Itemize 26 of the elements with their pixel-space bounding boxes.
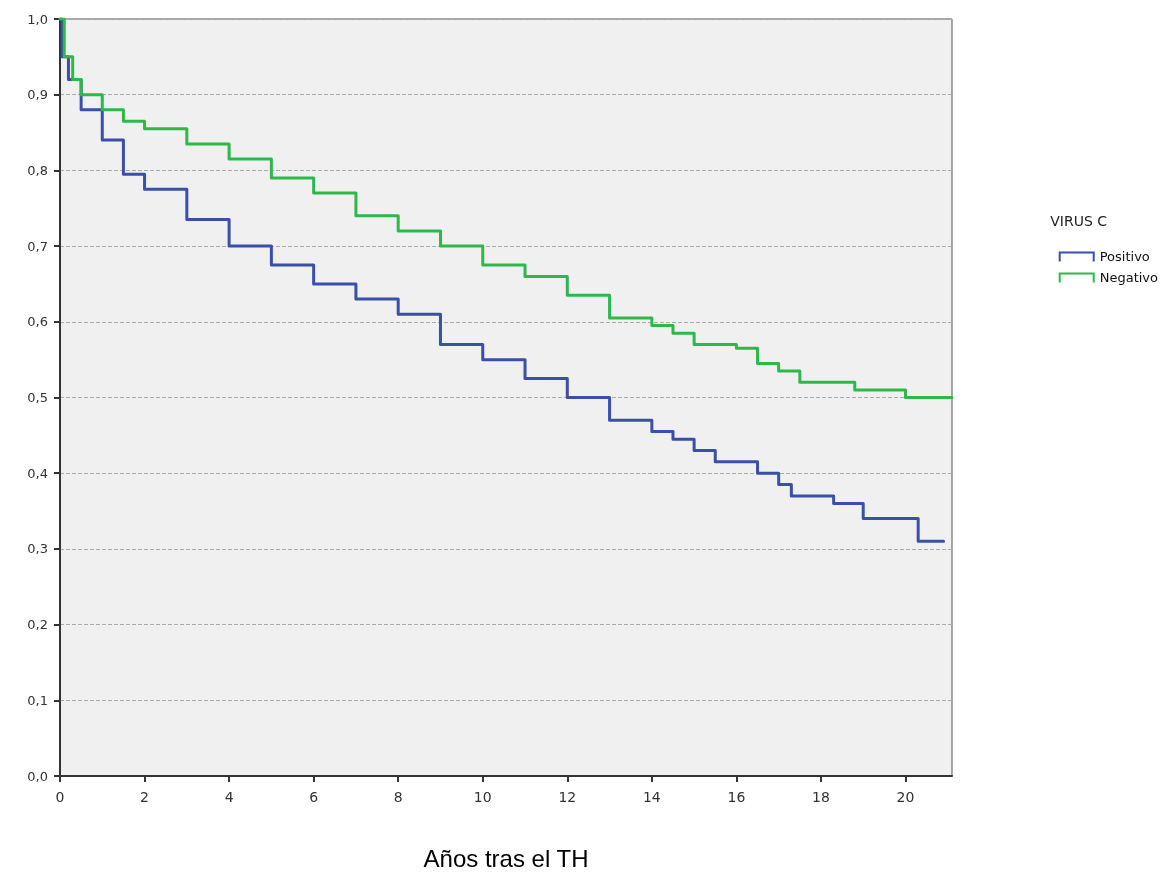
y-tick-label: 0,7 [27,238,48,254]
y-tick-label: 0,1 [27,692,48,708]
x-tick-label: 0 [55,789,65,805]
x-tick-label: 18 [812,789,830,805]
y-tick-label: 0,8 [27,162,48,178]
y-tick-label: 1,0 [27,11,48,27]
x-tick-label: 12 [558,789,577,805]
y-tick-label: 0,9 [27,87,48,103]
x-tick-label: 10 [473,789,492,805]
y-tick-label: 0,2 [27,617,48,633]
x-tick-label: 16 [727,789,746,805]
x-tick-label: 8 [393,789,403,805]
x-tick-label: 14 [642,789,661,805]
x-tick-label: 4 [224,789,234,805]
y-tick-label: 0,6 [27,314,48,330]
x-tick-label: 6 [309,789,319,805]
legend-label: Negativo [1099,270,1159,285]
x-axis-title: Años tras el TH [423,844,589,872]
legend-title: VIRUS C [1050,213,1108,229]
y-tick-label: 0,4 [27,465,48,481]
y-tick-label: 0,5 [27,390,48,405]
legend-label: Positivo [1099,249,1150,264]
x-tick-label: 2 [140,789,150,805]
x-tick-label: 20 [896,789,915,805]
y-tick-label: 0,3 [27,541,48,557]
y-tick-label: 0,0 [27,768,48,784]
